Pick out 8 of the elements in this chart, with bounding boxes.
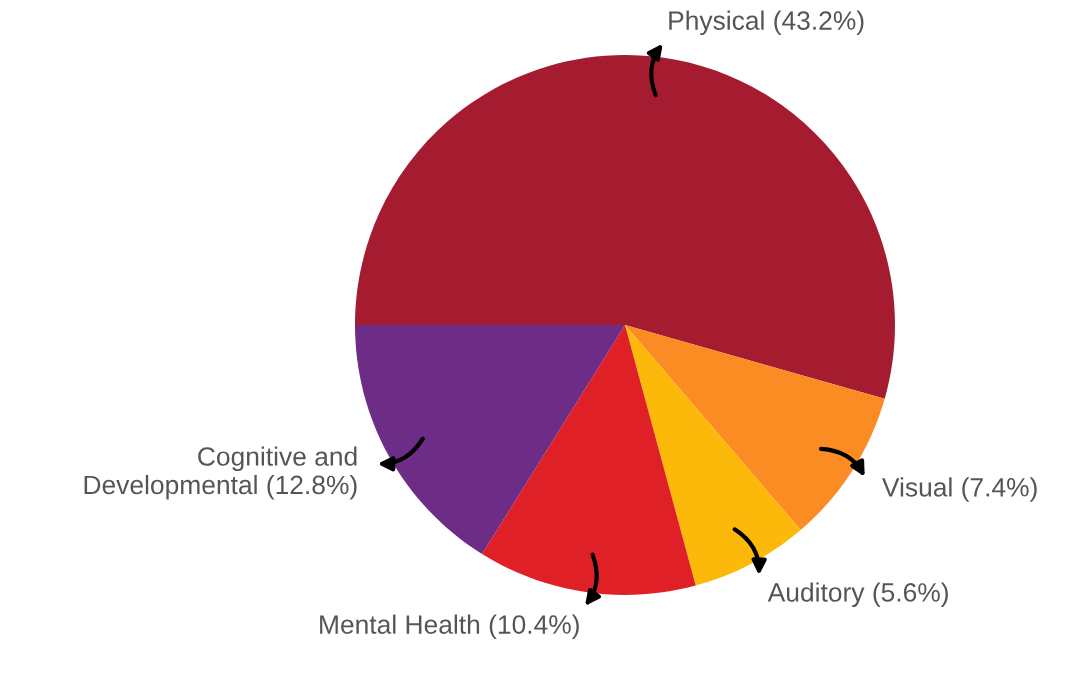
pie-slice [355,55,895,399]
slice-label: Mental Health (10.4%) [320,614,579,640]
pie-slice [355,325,625,555]
slice-label: Visual (7.4%) [882,477,1037,502]
pie-slice [482,325,696,595]
slice-label: Physical (43.2%) [669,10,864,36]
slice-label: Cognitive and Developmental (12.8%) [84,446,357,500]
slice-label: Auditory (5.6%) [767,582,948,607]
